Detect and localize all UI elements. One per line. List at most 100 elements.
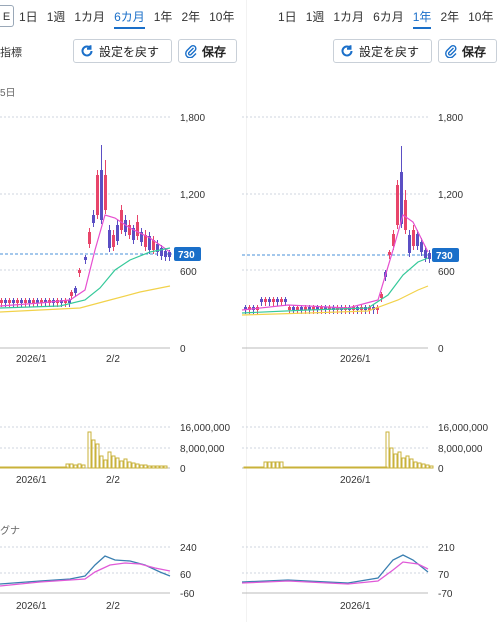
volume-bar <box>267 461 272 469</box>
tab-2year[interactable]: 2年 <box>181 10 201 24</box>
tab-1day[interactable]: 1日 <box>278 10 297 24</box>
candle-body <box>424 250 427 258</box>
volume-axis-label: 8,000,000 <box>180 444 225 455</box>
volume-bar <box>99 455 104 469</box>
volume-axis-label: 16,000,000 <box>180 423 230 434</box>
volume-bar <box>421 463 426 469</box>
period-tabs: E 1日 1週 1カ月 6カ月 1年 2年 10年 <box>0 5 243 29</box>
oscillator-signal-line <box>241 561 429 585</box>
volume-bar <box>3 466 8 469</box>
current-price-tag: 730 <box>432 248 459 262</box>
current-price-tag: 730 <box>174 247 201 261</box>
tab-1month[interactable]: 1カ月 <box>74 10 106 24</box>
volume-bar <box>27 466 32 469</box>
candlesticks <box>244 146 431 314</box>
x-axis-label: 2/2 <box>106 354 120 365</box>
volume-bar <box>143 464 148 469</box>
candle-body <box>412 230 415 246</box>
candle-body <box>36 300 39 303</box>
tab-2year[interactable]: 2年 <box>440 10 460 24</box>
volume-bar <box>163 465 168 469</box>
volume-bar <box>155 465 160 469</box>
tab-1week[interactable]: 1週 <box>46 10 66 24</box>
candle-body <box>156 244 159 252</box>
candle-body <box>4 300 7 303</box>
volume-bar <box>275 461 280 469</box>
tab-1month[interactable]: 1カ月 <box>333 10 365 24</box>
volume-bar <box>47 466 52 469</box>
candle-body <box>92 215 95 223</box>
reset-settings-button[interactable]: 設定を戻す <box>73 39 172 63</box>
x-axis-label: 2026/1 <box>16 354 47 365</box>
candle-body <box>12 300 15 303</box>
tab-1year[interactable]: 1年 <box>412 8 432 29</box>
refresh-icon <box>81 45 93 57</box>
tab-10year[interactable]: 10年 <box>209 10 235 24</box>
candle-body <box>388 252 391 255</box>
volume-bar <box>323 466 328 469</box>
volume-bar <box>111 455 116 469</box>
right-price-chart: 1,800 1,200 600 0 730 2026/1 16,000,000 … <box>241 113 488 612</box>
volume-bar <box>291 466 296 469</box>
left-chart-panel: E 1日 1週 1カ月 6カ月 1年 2年 10年 指標 設定を戻す 保存 5日… <box>0 0 248 622</box>
candle-body <box>104 175 107 210</box>
candle-body <box>32 300 35 303</box>
tab-1year[interactable]: 1年 <box>153 10 173 24</box>
save-label: 保存 <box>202 44 227 59</box>
volume-bar <box>255 466 260 469</box>
candle-body <box>20 300 23 303</box>
candle-body <box>248 307 251 310</box>
candle-body <box>428 253 431 259</box>
volume-bar <box>379 466 384 469</box>
candle-body <box>304 307 307 310</box>
candle-body <box>84 257 87 260</box>
candle-body <box>70 292 73 296</box>
volume-bar <box>243 466 248 469</box>
volume-bar <box>81 464 86 469</box>
save-button[interactable]: 保存 <box>178 39 237 63</box>
candle-body <box>292 307 295 310</box>
volume-bar <box>425 464 430 469</box>
candle-body <box>68 300 71 303</box>
candle-body <box>404 200 407 230</box>
candle-body <box>328 307 331 310</box>
candle-body <box>320 307 323 310</box>
volume-bar <box>359 466 364 469</box>
tab-1day[interactable]: 1日 <box>19 10 38 24</box>
volume-bar <box>59 466 64 469</box>
volume-axis-label: 0 <box>180 464 186 475</box>
volume-bar <box>389 447 394 469</box>
volume-bar <box>319 466 324 469</box>
tab-6month[interactable]: 6カ月 <box>373 10 404 24</box>
tab-6month[interactable]: 6カ月 <box>114 8 145 29</box>
oscillator-axis-label: -70 <box>438 589 453 600</box>
volume-bar <box>303 466 308 469</box>
volume-bar <box>279 461 284 469</box>
tab-10year[interactable]: 10年 <box>468 10 494 24</box>
volume-bar <box>367 466 372 469</box>
indicator-dropdown[interactable]: E <box>0 5 14 27</box>
refresh-icon <box>341 45 353 57</box>
left-price-chart: 1,800 1,200 600 0 730 2026/1 2/2 16,000,… <box>0 113 230 612</box>
candle-body <box>16 300 19 303</box>
candle-body <box>296 307 299 310</box>
volume-bar <box>299 466 304 469</box>
volume-axis-label: 8,000,000 <box>438 444 483 455</box>
tab-1week[interactable]: 1週 <box>305 10 325 24</box>
oscillator-title: グナ <box>0 524 20 537</box>
candle-body <box>284 299 287 302</box>
volume-bar <box>355 466 360 469</box>
reset-settings-button[interactable]: 設定を戻す <box>333 39 432 63</box>
volume-bar <box>375 466 380 469</box>
volume-bar <box>43 466 48 469</box>
volume-bar <box>347 466 352 469</box>
ma-short-line <box>241 214 429 311</box>
volume-bar <box>87 431 92 469</box>
save-button[interactable]: 保存 <box>438 39 497 63</box>
candle-body <box>8 300 11 303</box>
current-price-value: 730 <box>178 250 195 261</box>
candle-body <box>116 225 119 241</box>
candle-body <box>276 299 279 302</box>
candle-body <box>272 299 275 302</box>
volume-bar <box>405 455 410 469</box>
